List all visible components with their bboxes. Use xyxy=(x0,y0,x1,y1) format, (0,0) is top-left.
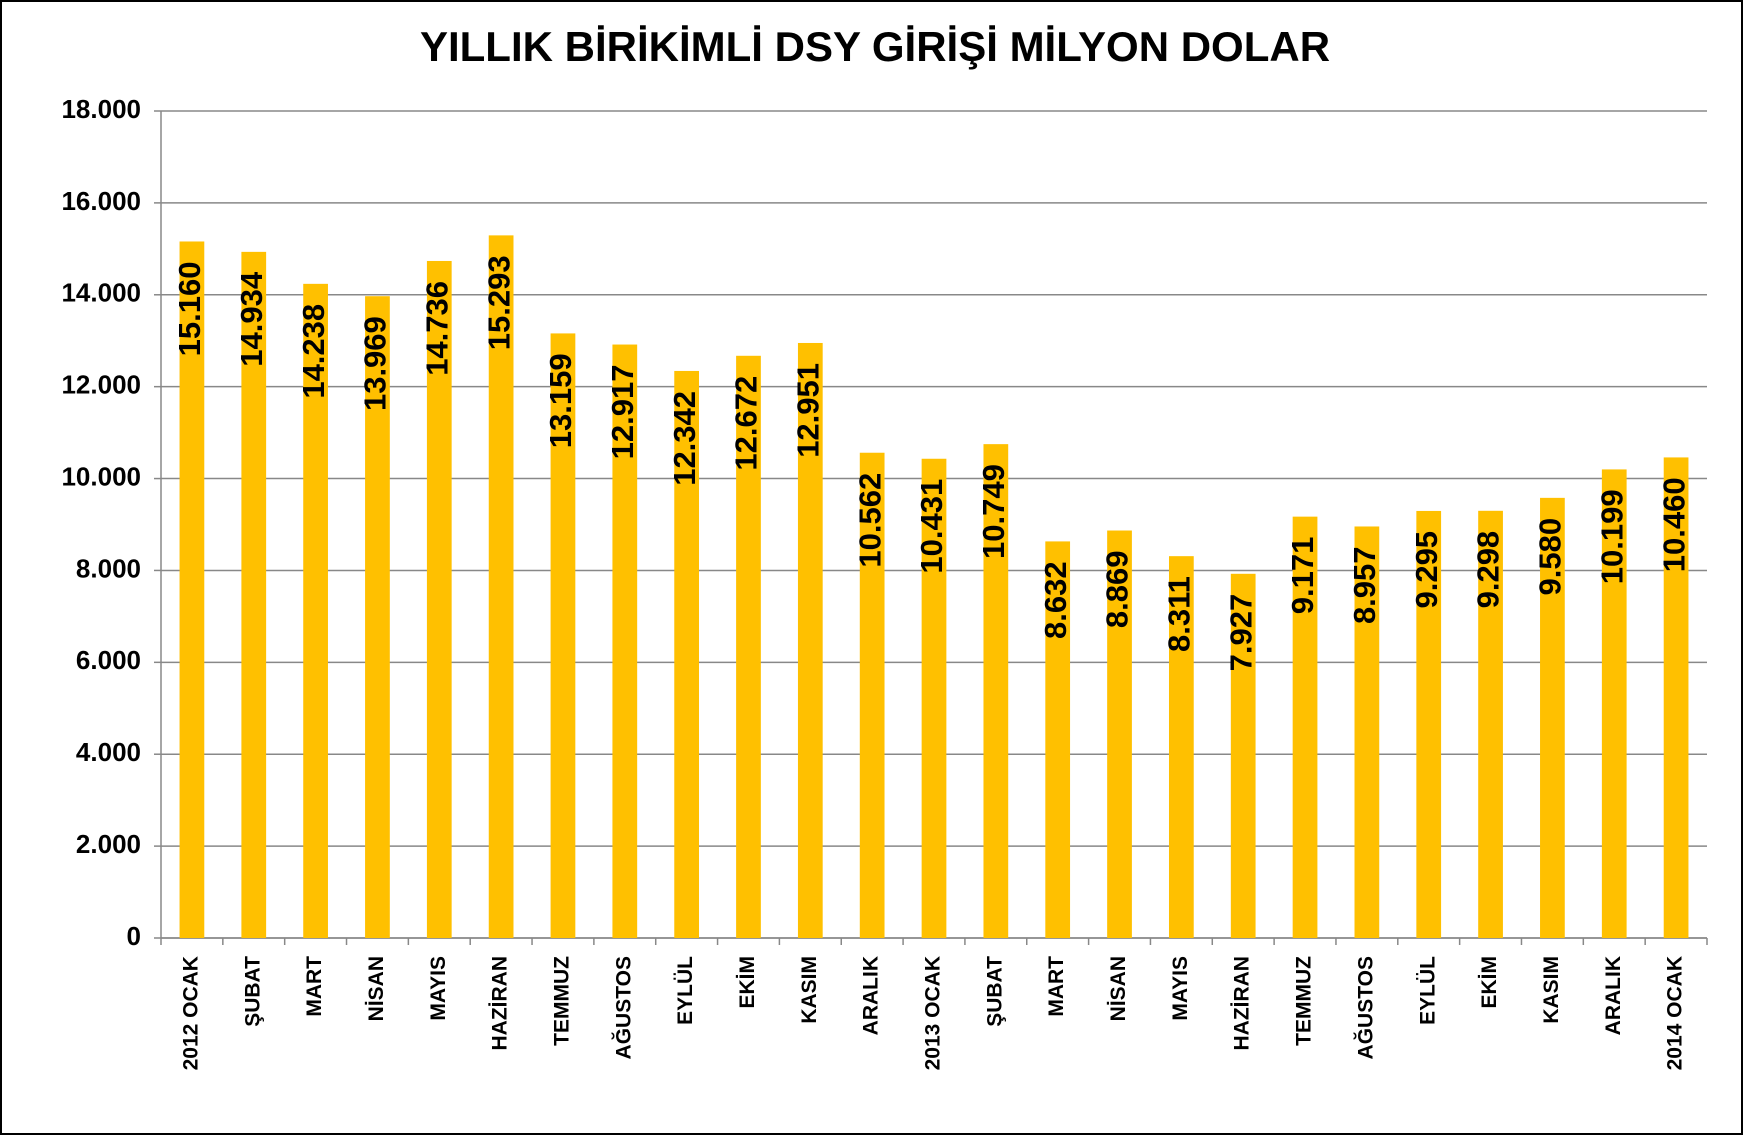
bar xyxy=(859,452,885,938)
bar xyxy=(1540,497,1565,938)
y-tick-label: 14.000 xyxy=(61,278,141,308)
y-tick-label: 12.000 xyxy=(61,370,141,400)
bar xyxy=(1354,526,1380,938)
x-tick-label: MAYIS xyxy=(427,956,450,1021)
x-tick-label: HAZİRAN xyxy=(1231,956,1254,1051)
value-label: 12.672 xyxy=(729,376,764,471)
y-tick-label: 16.000 xyxy=(61,186,141,216)
x-tick-label: 2013 OCAK xyxy=(922,956,945,1070)
bar xyxy=(426,260,452,939)
bar xyxy=(1292,516,1318,938)
x-tick-label: KASIM xyxy=(798,956,821,1024)
y-tick-label: 6.000 xyxy=(76,645,141,675)
bar xyxy=(179,241,205,938)
x-tick-label: ŞUBAT xyxy=(241,956,264,1027)
bar xyxy=(1230,573,1256,938)
y-tick-label: 4.000 xyxy=(76,737,141,767)
bar xyxy=(797,342,823,938)
x-tick-label: MART xyxy=(1045,956,1068,1017)
x-tick-label: AĞUSTOS xyxy=(1353,956,1377,1059)
value-label: 9.295 xyxy=(1409,531,1444,609)
bar xyxy=(736,355,761,938)
y-tick-label: 0 xyxy=(127,921,141,951)
bar xyxy=(241,251,267,938)
x-tick-label: NİSAN xyxy=(365,956,388,1021)
x-tick-label: MART xyxy=(303,956,326,1017)
value-label: 10.460 xyxy=(1656,477,1691,572)
bar xyxy=(674,370,700,938)
x-tick-label: AĞUSTOS xyxy=(611,956,635,1059)
x-tick-label: 2012 OCAK xyxy=(179,956,202,1070)
bar xyxy=(612,344,638,938)
y-tick-label: 18.000 xyxy=(61,94,141,124)
value-label: 7.927 xyxy=(1223,594,1258,672)
value-label: 12.342 xyxy=(667,391,702,486)
value-label: 8.311 xyxy=(1162,576,1197,652)
value-label: 14.238 xyxy=(296,304,331,399)
bar xyxy=(921,458,947,938)
bar xyxy=(1416,510,1442,938)
bar xyxy=(983,444,1009,938)
x-tick-label: TEMMUZ xyxy=(1293,956,1316,1046)
x-tick-label: EKİM xyxy=(736,956,759,1009)
value-label: 8.957 xyxy=(1347,546,1382,624)
value-label: 10.199 xyxy=(1594,489,1629,584)
bar xyxy=(1663,457,1689,938)
x-tick-label: MAYIS xyxy=(1169,956,1192,1021)
value-label: 12.917 xyxy=(605,365,640,460)
bar xyxy=(550,333,576,938)
x-tick-label: ARALIK xyxy=(860,956,883,1035)
value-label: 10.431 xyxy=(914,479,949,574)
y-tick-label: 2.000 xyxy=(76,829,141,859)
x-tick-label: KASIM xyxy=(1540,956,1563,1024)
value-label: 13.159 xyxy=(543,353,578,448)
value-label: 12.951 xyxy=(791,363,826,458)
y-tick-label: 10.000 xyxy=(61,461,141,491)
x-tick-label: 2014 OCAK xyxy=(1664,956,1687,1070)
x-tick-label: ŞUBAT xyxy=(983,956,1006,1027)
value-label: 15.160 xyxy=(172,261,207,356)
x-tick-label: EKİM xyxy=(1478,956,1501,1009)
bar xyxy=(365,296,390,939)
y-tick-label: 8.000 xyxy=(76,553,141,583)
value-label: 8.869 xyxy=(1100,551,1135,629)
x-tick-label: TEMMUZ xyxy=(551,956,574,1046)
x-tick-label: ARALIK xyxy=(1602,956,1625,1035)
bar xyxy=(1601,469,1627,938)
value-label: 14.934 xyxy=(234,271,269,367)
value-label: 10.749 xyxy=(976,464,1011,559)
bar xyxy=(1107,530,1132,938)
value-label: 8.632 xyxy=(1038,561,1073,639)
bar xyxy=(1168,556,1194,938)
value-label: 13.969 xyxy=(358,316,393,411)
x-tick-label: EYLÜL xyxy=(1416,956,1439,1025)
value-label: 10.562 xyxy=(852,473,887,568)
bar xyxy=(1478,510,1503,938)
x-tick-label: EYLÜL xyxy=(674,956,697,1025)
value-label: 9.171 xyxy=(1285,537,1320,615)
bar xyxy=(1045,541,1071,938)
x-tick-label: NİSAN xyxy=(1107,956,1130,1021)
chart-title: YILLIK BİRİKİMLİ DSY GİRİŞİ MİLYON DOLAR xyxy=(420,23,1330,70)
value-label: 14.736 xyxy=(419,281,454,376)
value-label: 15.293 xyxy=(481,255,516,350)
value-label: 9.298 xyxy=(1471,531,1506,609)
value-label: 9.580 xyxy=(1533,518,1568,596)
x-tick-label: HAZİRAN xyxy=(489,956,512,1051)
bar xyxy=(488,235,514,939)
bar xyxy=(303,283,328,938)
